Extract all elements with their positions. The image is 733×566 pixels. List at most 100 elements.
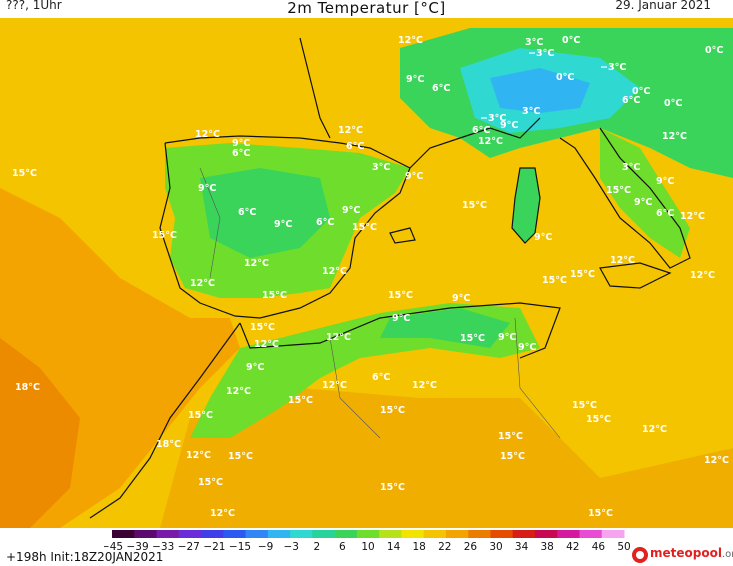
temperature-label: 6°C bbox=[472, 125, 490, 136]
sardinia-corsica-coast bbox=[511, 167, 541, 244]
temperature-label: 15°C bbox=[606, 185, 631, 196]
temperature-label: 9°C bbox=[518, 342, 536, 353]
colorbar-swatch bbox=[490, 530, 514, 538]
temperature-label: 12°C bbox=[322, 266, 347, 277]
temperature-label: 15°C bbox=[588, 508, 613, 519]
temperature-label: 12°C bbox=[610, 255, 635, 266]
colorbar-swatch bbox=[334, 530, 358, 538]
temperature-label: 12°C bbox=[326, 332, 351, 343]
temperature-label: 12°C bbox=[190, 278, 215, 289]
temperature-label: 12°C bbox=[690, 270, 715, 281]
map-canvas: 12°C9°C6°C3°C−3°C0°C0°C−3°C0°C0°C6°C 0°C−… bbox=[0, 18, 733, 528]
colorbar-tick-label: 6 bbox=[339, 541, 346, 552]
colorbar-tick-label: −27 bbox=[178, 541, 200, 552]
temperature-label: 12°C bbox=[195, 129, 220, 140]
colorbar-swatch bbox=[312, 530, 336, 538]
colorbar-swatch bbox=[468, 530, 491, 538]
temperature-label: 9°C bbox=[274, 219, 292, 230]
colorbar-tick-label: −21 bbox=[203, 541, 225, 552]
colorbar-tick-label: −3 bbox=[283, 541, 298, 552]
temperature-label: 15°C bbox=[586, 414, 611, 425]
temperature-label: 3°C bbox=[525, 37, 543, 48]
temperature-label: 6°C bbox=[656, 208, 674, 219]
colorbar-swatch bbox=[445, 530, 469, 538]
temperature-label: 12°C bbox=[478, 136, 503, 147]
temperature-label: 18°C bbox=[15, 382, 40, 393]
brand[interactable]: meteopool.org bbox=[632, 546, 733, 564]
footer: −45 −39 −33 −27 −21 −15 −9 −3 2 6 10 14 18 22 26 30 34 38… bbox=[0, 528, 733, 566]
temperature-label: 12°C bbox=[642, 424, 667, 435]
colorbar-tick-label: 38 bbox=[541, 541, 554, 552]
valid-time: ???, 1Uhr bbox=[6, 0, 62, 12]
temperature-label: 9°C bbox=[500, 120, 518, 131]
temperature-label: 18°C bbox=[156, 439, 181, 450]
brand-text: meteopool.org bbox=[650, 546, 733, 560]
temperature-label: 3°C bbox=[522, 106, 540, 117]
colorbar-tick-label: 22 bbox=[438, 541, 451, 552]
temperature-label: 3°C bbox=[622, 162, 640, 173]
morocco-atlantic-coast bbox=[89, 322, 241, 519]
temperature-label: 6°C bbox=[432, 83, 450, 94]
atlantic-warmest-zone bbox=[0, 338, 80, 528]
borders bbox=[199, 167, 561, 439]
colorbar-swatch bbox=[134, 530, 158, 538]
temperature-label: 6°C bbox=[316, 217, 334, 228]
iberia-meseta-zone bbox=[200, 168, 330, 258]
temperature-label: 15°C bbox=[380, 482, 405, 493]
forecast-date: 29. Januar 2021 bbox=[615, 0, 711, 12]
temperature-label: 9°C bbox=[342, 205, 360, 216]
colorbar-tick-label: −15 bbox=[229, 541, 251, 552]
temperature-label: 15°C bbox=[570, 269, 595, 280]
temperature-label: 15°C bbox=[198, 477, 223, 488]
colorbar-tick-label: 14 bbox=[387, 541, 401, 552]
brand-name: meteopool bbox=[650, 546, 722, 560]
temperature-label: 9°C bbox=[246, 362, 264, 373]
colorbar-swatch bbox=[245, 530, 269, 538]
alps-coldest-zone bbox=[490, 68, 590, 113]
temperature-label: 15°C bbox=[462, 200, 487, 211]
colorbar-swatch bbox=[267, 530, 291, 538]
temperature-label: 12°C bbox=[226, 386, 251, 397]
temperature-label: 15°C bbox=[388, 290, 413, 301]
balearic-coast bbox=[389, 227, 416, 244]
iberia-north-coast bbox=[164, 135, 411, 169]
coastlines bbox=[89, 37, 691, 519]
temperature-label: 6°C bbox=[622, 95, 640, 106]
temperature-label: 9°C bbox=[634, 197, 652, 208]
colorbar-tick-label: 50 bbox=[617, 541, 630, 552]
temperature-map: 12°C 9°C 6°C 3°C −3°C 0°C 0°C −3°C 0°C 0°C 6°C 0°C −… bbox=[0, 18, 733, 528]
temperature-label: 12°C bbox=[680, 211, 705, 222]
colorbar-swatches bbox=[112, 530, 625, 538]
colorbar-tick-label: 26 bbox=[464, 541, 478, 552]
sardinia-corsica-zone bbox=[512, 168, 540, 243]
colorbar-swatch bbox=[379, 530, 402, 538]
map-title: 2m Temperatur [°C] bbox=[287, 0, 446, 17]
colorbar-tick-label: −39 bbox=[127, 541, 149, 552]
temperature-label: 15°C bbox=[188, 410, 213, 421]
temperature-label: 12°C bbox=[398, 35, 423, 46]
colorbar-swatch bbox=[401, 530, 425, 538]
colorbar-swatch bbox=[201, 530, 224, 538]
temperature-label: 9°C bbox=[406, 74, 424, 85]
temperature-label: 0°C bbox=[632, 86, 650, 97]
colorbar-tick-label: −33 bbox=[152, 541, 174, 552]
colorbar-swatch bbox=[601, 530, 625, 538]
temperature-label: 0°C bbox=[705, 45, 723, 56]
colorbar-swatch bbox=[112, 530, 135, 538]
colorbar-swatch bbox=[512, 530, 536, 538]
colorbar-swatch bbox=[178, 530, 202, 538]
temperature-label: 6°C bbox=[346, 141, 364, 152]
temperature-label: 9°C bbox=[534, 232, 552, 243]
temperature-label: 12°C bbox=[322, 380, 347, 391]
temperature-label: 0°C bbox=[664, 98, 682, 109]
colorbar-tick-label: 2 bbox=[313, 541, 320, 552]
temperature-label: 15°C bbox=[542, 275, 567, 286]
colorbar-ticks: −45 −39 −33 −27 −21 −15 −9 −3 2 6 10 14 18 22 26 30 34 38… bbox=[104, 541, 631, 552]
iberia-south-coast bbox=[159, 142, 411, 319]
temperature-label: −3°C bbox=[480, 113, 506, 124]
temperature-label: 15°C bbox=[288, 395, 313, 406]
colorbar-swatch bbox=[423, 530, 447, 538]
temperature-label: 9°C bbox=[656, 176, 674, 187]
colorbar-tick-label: −9 bbox=[258, 541, 273, 552]
portugal-border bbox=[199, 167, 221, 279]
